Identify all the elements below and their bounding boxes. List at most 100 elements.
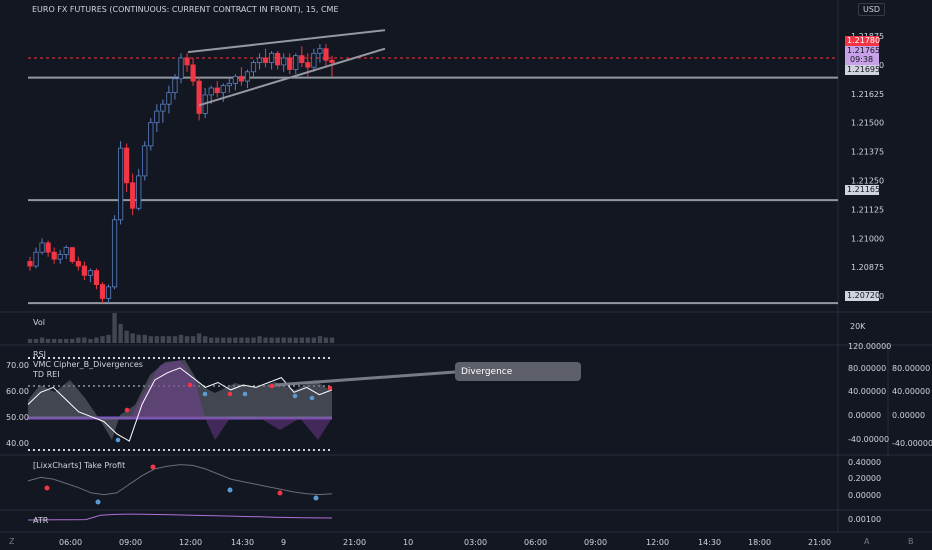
vmc-scale2-label: 80.00000 xyxy=(892,364,930,373)
candle-body xyxy=(329,59,335,63)
candle-body xyxy=(166,92,172,105)
rsi-scale-label: 60.00 xyxy=(6,387,29,396)
take-profit-dot xyxy=(150,464,156,470)
vmc-signal-dot xyxy=(242,391,248,397)
rsi-scale-label: 70.00 xyxy=(6,361,29,370)
vmc-scale2-label: 40.00000 xyxy=(892,387,930,396)
rsi-scale-label: 50.00 xyxy=(6,413,29,422)
volume-bar xyxy=(27,338,33,343)
volume-bar xyxy=(88,338,93,343)
volume-bar xyxy=(202,336,208,343)
time-tick-label: 06:00 xyxy=(59,538,82,547)
atr-scale-label: 0.00100 xyxy=(848,515,881,524)
z-button[interactable]: Z xyxy=(9,537,15,546)
candle-body xyxy=(39,242,45,253)
volume-bar xyxy=(76,337,81,343)
volume-bar xyxy=(82,337,87,343)
atr-pane-label: ATR xyxy=(33,516,49,525)
volume-bar xyxy=(196,333,202,343)
wedge-lower-line xyxy=(198,47,386,107)
rsi-line xyxy=(27,367,333,442)
candle-body xyxy=(281,57,287,66)
b-button[interactable]: B xyxy=(908,537,914,546)
volume-bar xyxy=(257,336,262,343)
divergence-callout-text: Divergence xyxy=(461,367,513,377)
candle-body xyxy=(148,122,154,147)
time-tick-label: 10 xyxy=(403,538,413,547)
wedge-upper-line xyxy=(187,29,386,54)
candle-body xyxy=(299,55,305,63)
volume-bar xyxy=(39,337,45,343)
vmc-signal-dot xyxy=(292,393,298,399)
vol-pane-label: Vol xyxy=(33,318,45,327)
candle-body xyxy=(256,57,263,63)
candle-body xyxy=(51,251,57,260)
volume-bar xyxy=(305,337,311,343)
divergence-callout[interactable]: Divergence xyxy=(455,362,581,381)
take-profit-dot xyxy=(227,487,233,493)
volume-bar xyxy=(184,336,190,343)
vol-scale-label: 20K xyxy=(850,322,866,331)
vmc-scale-label: 40.00000 xyxy=(848,387,886,396)
volume-bar xyxy=(233,337,238,343)
candle-body xyxy=(63,247,69,255)
price-tick-label: 1.21000 xyxy=(851,234,884,243)
auto-scale-button[interactable]: A xyxy=(864,537,870,546)
level1-badge: 1.21695 xyxy=(845,65,880,75)
time-tick-label: 06:00 xyxy=(524,538,547,547)
volume-bar xyxy=(148,336,153,343)
candle-body xyxy=(311,52,317,68)
candle-body xyxy=(154,110,160,124)
candle-body xyxy=(93,270,100,285)
vmc-wave-area xyxy=(28,360,332,440)
candle-body xyxy=(130,182,136,209)
volume-bar xyxy=(227,337,232,343)
rsi-pane-label: RSI xyxy=(33,350,46,359)
volume-bar xyxy=(178,334,184,343)
rsi-scale-label: 40.00 xyxy=(6,439,29,448)
divergence-connector xyxy=(274,370,456,387)
volume-bar xyxy=(329,337,335,343)
current-price-badge: 1.21765 09:38 xyxy=(845,46,880,65)
last-price-badge: 1.21780 xyxy=(845,36,880,46)
volume-bar xyxy=(245,337,250,343)
candle-body xyxy=(275,52,281,66)
candle-body xyxy=(196,80,202,114)
volume-bar xyxy=(160,336,166,343)
candle-body xyxy=(190,64,196,82)
volume-bar xyxy=(130,333,135,343)
takeprofit-scale-label: 0.40000 xyxy=(848,458,881,467)
candle-body xyxy=(214,87,220,94)
volume-bar xyxy=(51,338,57,343)
take-profit-line xyxy=(27,464,333,496)
candle-body xyxy=(178,57,184,80)
volume-bar xyxy=(64,338,69,343)
vmc-scale-label: 0.00000 xyxy=(848,411,881,420)
volume-bar xyxy=(112,313,117,343)
price-tick-label: 1.20875 xyxy=(851,263,884,272)
candle-body xyxy=(293,55,299,70)
volume-bar xyxy=(58,338,63,343)
price-tick-label: 1.21125 xyxy=(851,205,884,214)
level2-badge: 1.21165 xyxy=(845,185,880,195)
time-tick-label: 12:00 xyxy=(179,538,202,547)
currency-button[interactable]: USD xyxy=(858,3,886,16)
candle-body xyxy=(160,103,166,112)
volume-bar xyxy=(293,337,298,343)
volume-bar xyxy=(311,337,317,343)
volume-bar xyxy=(172,336,178,343)
vmc-signal-dot xyxy=(202,391,208,397)
vmc-pane-label: VMC Cipher_B_Divergences xyxy=(33,360,143,369)
take-profit-dot xyxy=(277,490,283,496)
vmc-scale2-label: 0.00000 xyxy=(892,411,925,420)
time-tick-label: 14:30 xyxy=(698,538,721,547)
candle-body xyxy=(142,145,148,177)
volume-bar xyxy=(263,337,268,343)
volume-bar xyxy=(239,337,244,343)
time-tick-label: 21:00 xyxy=(343,538,366,547)
level3-badge: 1.20720 xyxy=(845,291,880,301)
vmc-signal-dot xyxy=(309,395,315,401)
volume-bar xyxy=(33,338,39,343)
